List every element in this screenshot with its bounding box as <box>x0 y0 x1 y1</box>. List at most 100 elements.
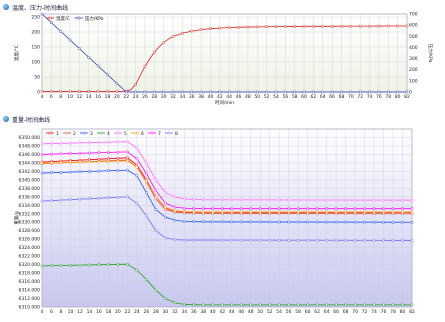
x-tick-label: 78 <box>385 94 391 100</box>
x-tick-label: 36 <box>191 309 197 315</box>
series-point-温度/C <box>162 41 165 44</box>
series-point-3 <box>78 170 82 173</box>
series-point-6 <box>192 210 195 214</box>
x-tick-label: 68 <box>339 94 345 100</box>
series-point-8 <box>277 238 281 242</box>
panel-title-text: 重量-时间曲线 <box>12 116 51 124</box>
y-tick-label: 6342.000 <box>19 169 41 175</box>
legend-marker <box>150 131 154 135</box>
bullet-icon <box>3 116 9 122</box>
series-point-温度/C <box>199 28 203 31</box>
series-point-4 <box>116 263 120 266</box>
x-tick-label: 66 <box>333 309 339 315</box>
y-tick-label: 6334.000 <box>19 203 41 209</box>
series-point-3 <box>88 170 91 173</box>
x-tick-label: 4 <box>41 309 44 315</box>
series-point-3 <box>259 220 262 224</box>
series-point-5 <box>391 198 395 202</box>
x-tick-label: 34 <box>181 309 187 315</box>
y-tick-label: 6310.000 <box>19 305 41 311</box>
x-tick-label: 22 <box>123 94 129 100</box>
series-point-3 <box>277 220 281 224</box>
series-point-4 <box>372 303 376 307</box>
series-point-5 <box>145 161 148 165</box>
x-tick-label: 40 <box>210 309 216 315</box>
series-point-8 <box>268 238 271 242</box>
series-point-7 <box>277 207 281 210</box>
series-point-温度/C <box>115 90 119 93</box>
series-point-3 <box>240 220 243 224</box>
x-tick-label: 60 <box>301 94 307 100</box>
series-point-5 <box>183 197 186 201</box>
series-point-8 <box>325 239 328 242</box>
plot-area <box>41 13 408 93</box>
series-point-3 <box>40 171 44 175</box>
series-point-3 <box>287 220 290 224</box>
series-point-5 <box>410 198 414 202</box>
y-axis-label: 重量/g <box>13 211 20 225</box>
x-tick-label: 76 <box>381 309 387 315</box>
series-point-4 <box>315 303 319 307</box>
series-point-5 <box>78 141 82 145</box>
x-tick-label: 78 <box>390 309 396 315</box>
series-point-6 <box>325 210 328 214</box>
series-point-5 <box>259 198 262 202</box>
legend-marker <box>167 131 171 135</box>
x-tick-label: 46 <box>238 309 244 315</box>
panel-title-weight: 重量-时间曲线 <box>3 114 50 124</box>
series-point-8 <box>173 238 177 241</box>
x-tick-label: 28 <box>151 94 157 100</box>
series-point-温度/C <box>265 25 268 28</box>
series-point-压力/KPa <box>227 90 231 94</box>
series-point-4 <box>40 264 44 268</box>
series-point-5 <box>154 178 158 182</box>
series-point-6 <box>69 161 72 164</box>
x-tick-label: 44 <box>226 94 232 100</box>
series-point-温度/C <box>330 25 334 28</box>
x-tick-label: 18 <box>105 94 111 100</box>
legend-label: 8 <box>175 131 178 137</box>
series-point-4 <box>164 297 167 300</box>
x-tick-label: 8 <box>59 94 62 100</box>
series-point-压力/KPa <box>96 64 100 68</box>
series-point-6 <box>78 160 82 164</box>
series-point-压力/KPa <box>218 90 222 94</box>
legend-label: 5 <box>124 131 127 137</box>
series-point-5 <box>173 195 177 199</box>
y-tick-label: 6322.000 <box>19 254 41 260</box>
y-tick-label: 100 <box>31 60 40 66</box>
legend-marker <box>99 131 103 135</box>
series-point-6 <box>391 210 395 214</box>
y-tick-label: 6330.000 <box>19 220 41 226</box>
y-tick-label: 50 <box>34 75 40 81</box>
x-tick-label: 64 <box>320 94 326 100</box>
x-tick-label: 56 <box>286 309 292 315</box>
x-tick-label: 26 <box>143 309 149 315</box>
series-point-7 <box>325 207 328 210</box>
x-tick-label: 14 <box>86 94 92 100</box>
x-tick-label: 24 <box>134 309 140 315</box>
series-point-7 <box>401 207 404 210</box>
series-point-4 <box>211 303 214 307</box>
series-point-6 <box>277 210 281 214</box>
series-point-8 <box>145 214 148 218</box>
series-point-温度/C <box>349 24 353 28</box>
x-tick-label: 74 <box>367 94 373 100</box>
legend-marker <box>116 131 120 135</box>
series-point-6 <box>40 162 44 165</box>
series-point-5 <box>107 140 110 144</box>
series-point-5 <box>230 198 233 202</box>
series-point-8 <box>50 199 53 202</box>
series-point-4 <box>306 303 309 307</box>
series-point-2 <box>154 197 158 201</box>
series-point-3 <box>135 174 139 177</box>
series-point-8 <box>97 197 101 200</box>
legend-label: 1 <box>56 131 59 137</box>
temp-pressure-chart: 4 6 8 10 12 14 16 18 20 22 24 26 28 30 32 34 36 38 40 42 44 4… <box>13 12 434 106</box>
x-tick-label: 58 <box>292 94 298 100</box>
x-tick-label: 38 <box>200 309 206 315</box>
y2-tick-label: 300 <box>409 56 418 62</box>
y-tick-label: 6314.000 <box>19 288 41 294</box>
x-tick-label: 64 <box>324 309 330 315</box>
series-point-4 <box>97 263 101 266</box>
